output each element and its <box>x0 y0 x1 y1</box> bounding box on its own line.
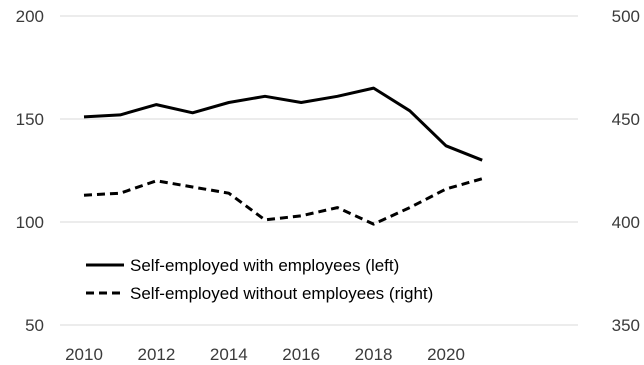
series-line-without-employees <box>83 177 483 226</box>
x-tick-label: 2020 <box>427 345 465 364</box>
x-tick-label: 2014 <box>210 345 248 364</box>
legend-label-without-employees: Self-employed without employees (right) <box>130 284 433 303</box>
gridlines <box>60 15 578 326</box>
x-tick-label: 2016 <box>282 345 320 364</box>
series-line-with-employees <box>83 86 483 162</box>
left-tick-label: 150 <box>16 110 44 129</box>
left-tick-label: 50 <box>25 316 44 335</box>
left-tick-label: 100 <box>16 213 44 232</box>
series-lines <box>83 86 483 226</box>
right-tick-label: 400 <box>612 213 640 232</box>
legend-label-with-employees: Self-employed with employees (left) <box>130 256 399 275</box>
x-axis-tick-labels: 2010 2012 2014 2016 2018 2020 <box>65 345 465 364</box>
right-tick-label: 350 <box>612 316 640 335</box>
right-axis-tick-labels: 350 400 450 500 <box>612 7 640 335</box>
x-tick-label: 2012 <box>137 345 175 364</box>
right-tick-label: 500 <box>612 7 640 26</box>
x-tick-label: 2018 <box>355 345 393 364</box>
left-tick-label: 200 <box>16 7 44 26</box>
legend: Self-employed with employees (left) Self… <box>86 256 433 303</box>
right-tick-label: 450 <box>612 110 640 129</box>
left-axis-tick-labels: 50 100 150 200 <box>16 7 44 335</box>
x-tick-label: 2010 <box>65 345 103 364</box>
